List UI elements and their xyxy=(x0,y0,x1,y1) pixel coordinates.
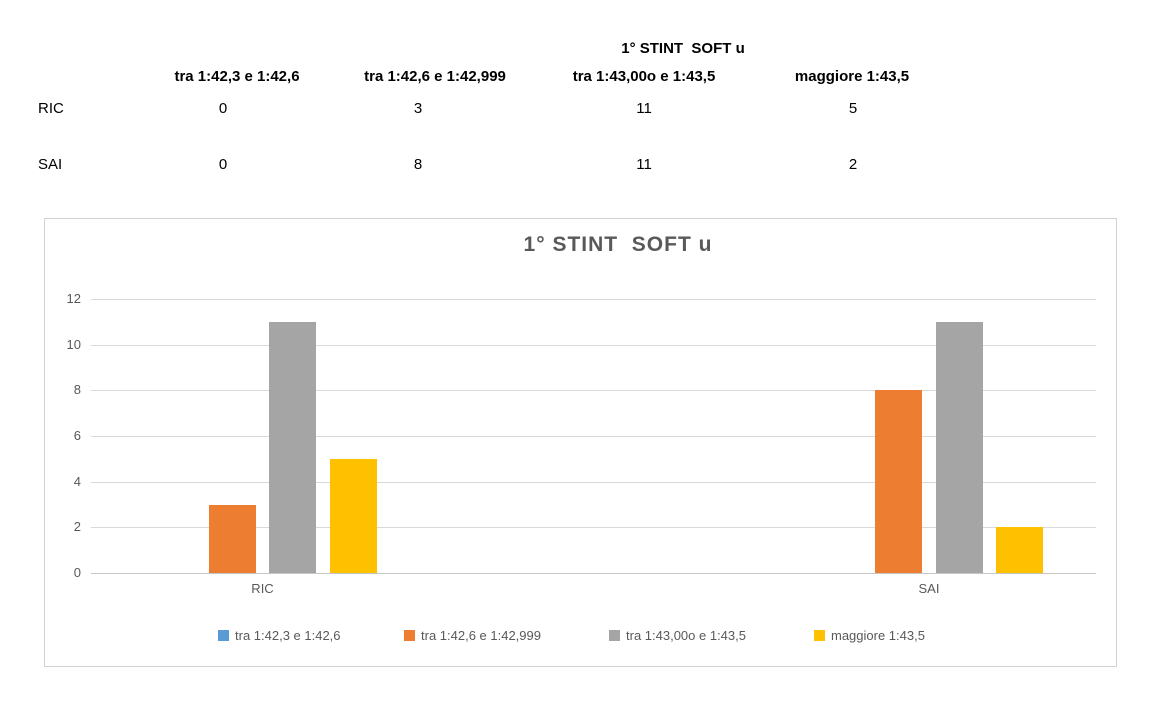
y-axis-tick-label: 2 xyxy=(73,519,81,535)
cell-value: 11 xyxy=(636,100,652,117)
y-axis-tick-label: 12 xyxy=(66,291,81,306)
table-title: 1° STINT SOFT u xyxy=(621,40,745,57)
gridline xyxy=(91,527,1096,529)
gridline xyxy=(91,299,1096,300)
chart-frame[interactable]: 1° STINT SOFT u 0 2 4 6 8 10 12 RIC SAI tra 1:42… xyxy=(44,218,1117,667)
y-axis-tick-label: 0 xyxy=(73,565,81,580)
y-axis-tick-label: 10 xyxy=(66,336,81,352)
legend-item: tra 1:42,3 e 1:42,6 xyxy=(218,626,341,644)
cell-value: 5 xyxy=(848,100,858,117)
gridline xyxy=(91,390,1096,392)
cell-value: 0 xyxy=(218,100,228,117)
y-axis-tick-label: 4 xyxy=(73,473,81,489)
legend-swatch-icon xyxy=(404,629,415,641)
bar-sai-series1 xyxy=(875,390,923,573)
column-header: tra 1:43,00o e 1:43,5 xyxy=(572,68,716,85)
gridline xyxy=(91,436,1096,437)
legend-swatch-icon xyxy=(218,629,229,641)
cell-value: 0 xyxy=(218,156,228,173)
chart-title: 1° STINT SOFT u xyxy=(523,233,713,256)
legend-swatch-icon xyxy=(609,629,620,641)
gridline xyxy=(91,481,1096,483)
bar-ric-series3 xyxy=(329,458,377,573)
legend-label: tra 1:43,00o e 1:43,5 xyxy=(626,627,746,643)
bar-sai-series3 xyxy=(996,527,1044,573)
category-label: RIC xyxy=(251,581,274,596)
bar-sai-series2 xyxy=(935,321,983,573)
y-axis-tick-label: 8 xyxy=(73,382,81,398)
y-axis-tick-label: 6 xyxy=(73,428,81,443)
legend-label: maggiore 1:43,5 xyxy=(831,627,925,643)
cell-value: 3 xyxy=(413,100,423,117)
legend-swatch-icon xyxy=(814,629,825,641)
legend-item: tra 1:43,00o e 1:43,5 xyxy=(609,626,746,644)
legend-label: tra 1:42,6 e 1:42,999 xyxy=(421,627,541,643)
legend-item: tra 1:42,6 e 1:42,999 xyxy=(404,626,541,644)
x-axis-line xyxy=(91,573,1096,574)
category-label: SAI xyxy=(918,581,940,596)
cell-value: 8 xyxy=(413,156,423,173)
column-header: tra 1:42,6 e 1:42,999 xyxy=(364,68,506,85)
cell-value: 11 xyxy=(636,156,652,173)
bar-ric-series1 xyxy=(208,504,256,573)
legend-label: tra 1:42,3 e 1:42,6 xyxy=(235,627,341,643)
bar-ric-series2 xyxy=(269,321,317,573)
legend-item: maggiore 1:43,5 xyxy=(814,626,925,644)
row-label: RIC xyxy=(38,100,64,117)
cell-value: 2 xyxy=(848,156,858,173)
row-label: SAI xyxy=(38,156,63,173)
column-header: tra 1:42,3 e 1:42,6 xyxy=(174,68,300,85)
gridline xyxy=(91,344,1096,346)
column-header: maggiore 1:43,5 xyxy=(794,68,910,85)
